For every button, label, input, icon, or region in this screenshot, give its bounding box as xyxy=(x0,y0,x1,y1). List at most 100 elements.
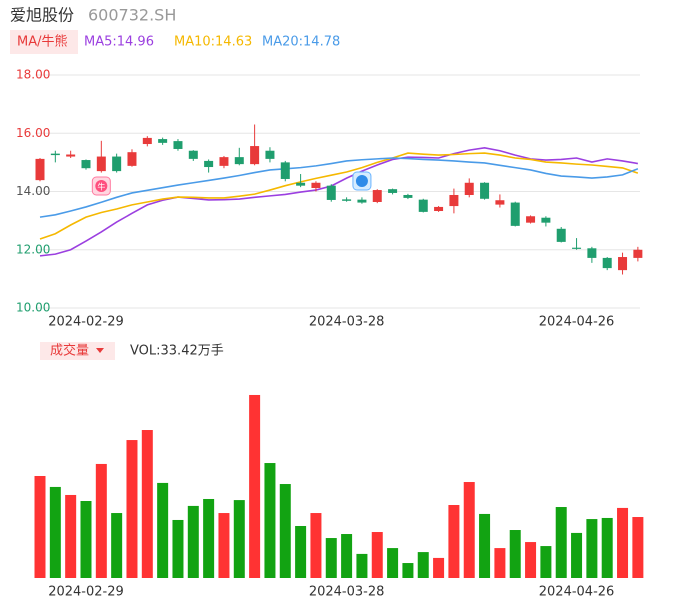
volume-bar xyxy=(34,475,46,578)
volume-bar xyxy=(249,394,261,578)
volume-bar xyxy=(601,517,613,578)
candle-body xyxy=(142,137,152,145)
y-tick-label: 18.00 xyxy=(16,68,50,82)
candle-body xyxy=(158,139,168,143)
candle-body xyxy=(280,162,290,179)
candle-body xyxy=(188,150,198,159)
volume-bar xyxy=(187,505,199,578)
candle-body xyxy=(296,182,306,186)
stock-name: 爱旭股份 xyxy=(10,6,74,25)
candle-body xyxy=(250,146,260,165)
candle-body xyxy=(326,185,336,200)
x-tick-label: 2024-02-29 xyxy=(48,585,124,600)
x-tick-label: 2024-03-28 xyxy=(309,585,385,600)
volume-bar xyxy=(65,494,77,578)
tab-bg[interactable] xyxy=(40,342,115,360)
volume-bar xyxy=(571,532,583,578)
candle-body xyxy=(618,257,628,271)
candle-body xyxy=(342,199,352,201)
candle-body xyxy=(173,141,183,149)
legend-entry: MA10:14.63 xyxy=(174,35,252,50)
volume-bar xyxy=(509,530,521,578)
candle-body xyxy=(96,156,106,172)
x-tick-label: 2024-02-29 xyxy=(48,315,124,330)
volume-bar xyxy=(172,519,184,578)
candle-body xyxy=(66,154,76,157)
badge-text: 牛 xyxy=(97,182,105,192)
candle-body xyxy=(556,228,566,242)
y-tick-label: 16.00 xyxy=(16,126,50,140)
volume-bar xyxy=(356,553,368,578)
volume-bar xyxy=(555,507,567,578)
candle-body xyxy=(204,160,214,168)
candle-body xyxy=(234,157,244,165)
candle-body xyxy=(219,157,229,166)
candle-body xyxy=(418,199,428,212)
candle-body xyxy=(526,216,536,223)
legend-entry: MA20:14.78 xyxy=(262,35,340,50)
stock-code: 600732.SH xyxy=(88,6,176,25)
candle-body xyxy=(572,247,582,249)
ma-line xyxy=(39,152,639,240)
volume-bar xyxy=(617,507,629,578)
volume-bar xyxy=(126,440,138,578)
candle-body xyxy=(372,190,382,202)
volume-bar xyxy=(80,500,92,578)
volume-bar xyxy=(525,542,537,578)
volume-bar xyxy=(233,500,245,578)
y-tick-label: 14.00 xyxy=(16,184,50,198)
ma-line xyxy=(39,157,639,218)
candle-body xyxy=(480,182,490,199)
candle-body xyxy=(449,194,459,207)
volume-bar xyxy=(448,505,460,578)
ma-tab[interactable]: MA/牛熊 xyxy=(17,34,68,50)
candle-body xyxy=(311,182,321,189)
candle-body xyxy=(265,150,275,159)
volume-bar xyxy=(417,552,429,578)
volume-bar xyxy=(632,517,644,578)
candle-body xyxy=(127,152,137,166)
legend-entry: MA5:14.96 xyxy=(84,35,154,50)
candle-body xyxy=(602,257,612,269)
candle-body xyxy=(633,249,643,258)
volume-bar xyxy=(218,513,230,578)
tab-bg[interactable] xyxy=(10,30,78,54)
volume-bar xyxy=(95,463,107,578)
volume-bar xyxy=(111,513,123,578)
volume-bar xyxy=(157,482,169,578)
volume-bar xyxy=(433,557,445,578)
volume-bar xyxy=(402,563,414,578)
candle-body xyxy=(357,199,367,203)
volume-bar xyxy=(479,513,491,578)
badge-dot xyxy=(355,175,368,187)
volume-bar xyxy=(325,538,337,578)
volume-bar xyxy=(295,525,307,578)
x-tick-label: 2024-03-28 xyxy=(309,315,385,330)
volume-bar xyxy=(387,548,399,578)
volume-bar xyxy=(141,430,153,578)
volume-bar xyxy=(371,532,383,578)
candle-body xyxy=(35,158,45,181)
badge-dot xyxy=(95,180,108,192)
volume-bar xyxy=(203,498,215,578)
candle-body xyxy=(510,202,520,226)
candle-body xyxy=(50,153,60,156)
volume-tab[interactable]: 成交量 xyxy=(50,343,89,359)
volume-bar xyxy=(463,482,475,578)
volume-bar xyxy=(540,546,552,578)
candle-body xyxy=(388,189,398,193)
y-tick-label: 12.00 xyxy=(16,242,50,256)
volume-label: VOL:33.42万手 xyxy=(130,344,224,359)
volume-bar xyxy=(341,534,353,578)
candle-body xyxy=(541,217,551,223)
volume-bar xyxy=(279,484,291,578)
candle-body xyxy=(495,200,505,205)
x-tick-label: 2024-04-26 xyxy=(539,315,615,330)
volume-bar xyxy=(494,548,506,578)
volume-bar xyxy=(586,519,598,578)
dropdown-arrow[interactable] xyxy=(96,348,104,353)
candle-body xyxy=(81,160,91,169)
volume-bar xyxy=(264,463,276,578)
candle-body xyxy=(464,182,474,195)
